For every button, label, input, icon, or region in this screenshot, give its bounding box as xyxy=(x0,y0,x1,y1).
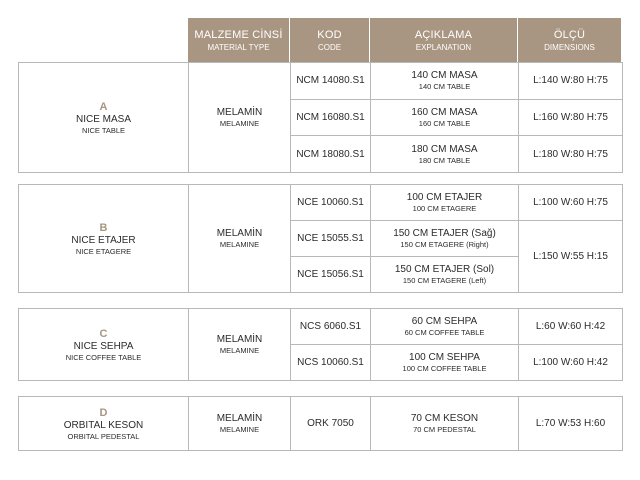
header-subtitle: DIMENSIONS xyxy=(544,42,595,52)
material-cell: MELAMİN MELAMINE xyxy=(188,396,291,451)
product-row: NCM 18080.S1 180 CM MASA 180 CM TABLE L:180… xyxy=(19,135,623,174)
header-subtitle: EXPLANATION xyxy=(415,42,472,52)
description-subtitle: 100 CM ETAGERE xyxy=(412,204,477,213)
group-label: A NICE MASA NICE TABLE xyxy=(18,61,189,174)
code-cell: NCE 15055.S1 xyxy=(290,220,371,257)
column-header: KOD CODE xyxy=(290,18,370,62)
material-title: MELAMİN xyxy=(216,228,263,239)
group-letter: A xyxy=(99,100,108,113)
description-cell: 180 CM MASA 180 CM TABLE xyxy=(370,135,519,174)
product-group: C NICE SEHPA NICE COFFEE TABLE MELAMİN MELAM… xyxy=(18,308,623,381)
description-title: 100 CM SEHPA xyxy=(409,352,480,363)
description-title: 180 CM MASA xyxy=(411,143,478,155)
product-row: B NICE ETAJER NICE ETAGERE MELAMİN MELAMINE N… xyxy=(18,184,623,293)
header-subtitle: CODE xyxy=(317,42,342,52)
product-row: NCE 15056.S1 150 CM ETAJER (Sol) 150 CM ET… xyxy=(19,256,623,293)
material-cell: MELAMİN MELAMINE xyxy=(188,184,291,293)
column-header: MALZEME CİNSİ MATERIAL TYPE xyxy=(188,18,290,62)
material-title: MELAMİN xyxy=(216,413,263,424)
description-title: 60 CM SEHPA xyxy=(411,316,478,327)
description-title: 150 CM ETAJER (Sağ) xyxy=(393,228,496,239)
product-group: D ORBITAL KESON ORBITAL PEDESTAL MELAMİN MEL… xyxy=(18,396,623,451)
description-subtitle: 140 CM TABLE xyxy=(418,82,471,92)
header-title: AÇIKLAMA xyxy=(414,28,473,41)
code-cell: NCM 14080.S1 xyxy=(290,62,371,100)
description-cell: 140 CM MASA 140 CM TABLE xyxy=(370,62,519,100)
material-cell: MELAMİN MELAMINE xyxy=(188,61,291,174)
description-cell: 100 CM SEHPA 100 CM COFFEE TABLE xyxy=(370,344,519,381)
header-title: ÖLÇÜ xyxy=(553,28,586,41)
header-title: MALZEME CİNSİ xyxy=(194,28,283,41)
group-letter: D xyxy=(99,406,108,419)
description-title: 160 CM MASA xyxy=(411,107,478,119)
description-title: 100 CM ETAJER xyxy=(406,192,483,203)
group-subtitle: ORBITAL PEDESTAL xyxy=(67,431,140,441)
description-title: 70 CM KESON xyxy=(410,413,479,424)
column-header: ÖLÇÜ DIMENSIONS xyxy=(518,18,622,62)
description-subtitle: 150 CM ETAGERE (Right) xyxy=(400,240,489,249)
material-cell: MELAMİN MELAMINE xyxy=(188,308,291,381)
dimensions-cell: L:70 W:53 H:60 xyxy=(518,396,623,451)
description-cell: 100 CM ETAJER 100 CM ETAGERE xyxy=(370,184,519,221)
description-subtitle: 100 CM COFFEE TABLE xyxy=(402,364,487,373)
code-cell: NCE 15056.S1 xyxy=(290,256,371,293)
column-header: AÇIKLAMA EXPLANATION xyxy=(370,18,518,62)
description-cell: 150 CM ETAJER (Sol) 150 CM ETAGERE (Left) xyxy=(370,256,519,293)
group-name: NICE SEHPA xyxy=(73,340,134,352)
code-cell: NCS 10060.S1 xyxy=(290,344,371,381)
product-row: A NICE MASA NICE TABLE MELAMİN MELAMINE NCM 1… xyxy=(18,61,623,174)
description-subtitle: 180 CM TABLE xyxy=(418,155,471,165)
description-subtitle: 160 CM TABLE xyxy=(418,119,471,129)
material-subtitle: MELAMINE xyxy=(219,119,260,129)
code-cell: ORK 7050 xyxy=(290,396,371,451)
dimensions-cell: L:160 W:80 H:75 xyxy=(518,98,623,137)
material-title: MELAMİN xyxy=(216,334,263,345)
group-name: ORBITAL KESON xyxy=(63,419,144,431)
product-row: NCS 10060.S1 100 CM SEHPA 100 CM COFFEE TA… xyxy=(19,344,623,381)
product-group: B NICE ETAJER NICE ETAGERE MELAMİN MELAMINE N… xyxy=(18,184,623,293)
description-cell: 160 CM MASA 160 CM TABLE xyxy=(370,98,519,137)
product-row: NCE 15055.S1 150 CM ETAJER (Sağ) 150 CM ET… xyxy=(19,220,623,293)
description-cell: 60 CM SEHPA 60 CM COFFEE TABLE xyxy=(370,308,519,345)
material-subtitle: MELAMINE xyxy=(219,240,260,249)
dimensions-cell: L:180 W:80 H:75 xyxy=(518,135,623,174)
code-cell: NCM 18080.S1 xyxy=(290,135,371,174)
group-letter: B xyxy=(99,221,108,234)
code-cell: NCM 16080.S1 xyxy=(290,98,371,137)
description-cell: 70 CM KESON 70 CM PEDESTAL xyxy=(370,396,519,451)
description-cell: 150 CM ETAJER (Sağ) 150 CM ETAGERE (Right… xyxy=(370,220,519,257)
description-title: 140 CM MASA xyxy=(411,70,478,82)
group-label: C NICE SEHPA NICE COFFEE TABLE xyxy=(18,308,189,381)
description-subtitle: 70 CM PEDESTAL xyxy=(413,425,476,434)
group-subtitle: NICE ETAGERE xyxy=(75,246,132,256)
material-title: MELAMİN xyxy=(216,107,263,119)
dimensions-cell: L:140 W:80 H:75 xyxy=(518,62,623,100)
group-label: D ORBITAL KESON ORBITAL PEDESTAL xyxy=(18,396,189,451)
product-group: A NICE MASA NICE TABLE MELAMİN MELAMINE NCM 1… xyxy=(18,61,623,174)
dimensions-cell: L:60 W:60 H:42 xyxy=(518,308,623,345)
group-subtitle: NICE TABLE xyxy=(81,125,126,135)
header-subtitle: MATERIAL TYPE xyxy=(207,42,270,52)
group-label: B NICE ETAJER NICE ETAGERE xyxy=(18,184,189,293)
group-name: NICE ETAJER xyxy=(71,234,136,246)
group-letter: C xyxy=(99,327,108,340)
header-title: KOD xyxy=(317,28,342,41)
material-subtitle: MELAMINE xyxy=(219,346,260,355)
product-row: C NICE SEHPA NICE COFFEE TABLE MELAMİN MELAM… xyxy=(18,308,623,381)
product-row: D ORBITAL KESON ORBITAL PEDESTAL MELAMİN MEL… xyxy=(18,396,623,451)
description-subtitle: 150 CM ETAGERE (Left) xyxy=(402,276,487,285)
material-subtitle: MELAMINE xyxy=(219,425,260,434)
group-subtitle: NICE COFFEE TABLE xyxy=(65,352,142,362)
code-cell: NCS 6060.S1 xyxy=(290,308,371,345)
dimensions-cell: L:100 W:60 H:75 xyxy=(518,184,623,221)
description-title: 150 CM ETAJER (Sol) xyxy=(394,264,495,275)
dimensions-cell: L:150 W:55 H:15 xyxy=(518,220,623,293)
description-subtitle: 60 CM COFFEE TABLE xyxy=(404,328,485,337)
dimensions-cell: L:100 W:60 H:42 xyxy=(518,344,623,381)
group-name: NICE MASA xyxy=(75,113,131,125)
code-cell: NCE 10060.S1 xyxy=(290,184,371,221)
